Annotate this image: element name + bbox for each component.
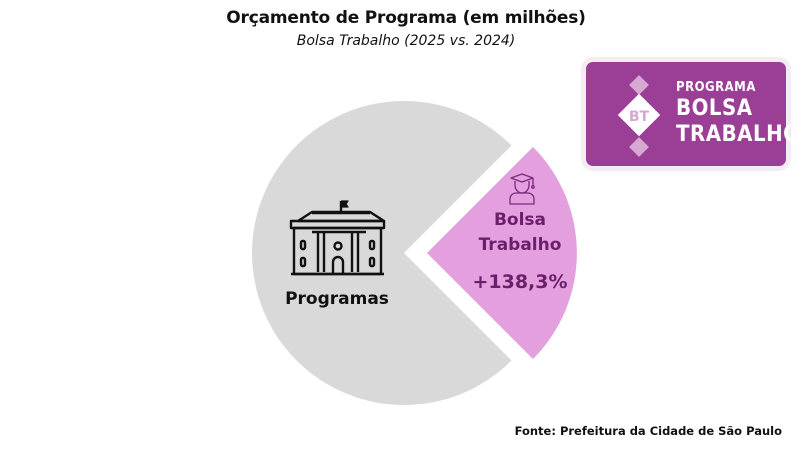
pie-slice-bolsa-trabalho <box>427 147 577 359</box>
logo-line-bolsa: BOLSA <box>676 96 753 121</box>
chart-subtitle: Bolsa Trabalho (2025 vs. 2024) <box>296 33 516 49</box>
bt-diamond-icon: BT <box>617 75 661 157</box>
graduate-student-icon <box>509 173 535 205</box>
slice-label-bolsa-line1: Bolsa <box>493 210 547 230</box>
slice-label-bolsa-line2: Trabalho <box>478 235 562 255</box>
logo-line-programa: PROGRAMA <box>676 80 756 95</box>
program-logo: BT PROGRAMA BOLSA TRABALHO <box>586 62 800 166</box>
logo-badge: BT <box>629 109 650 125</box>
slice-label-programas: Programas <box>285 289 389 309</box>
source-note: Fonte: Prefeitura da Cidade de São Paulo <box>514 424 782 438</box>
logo-line-trabalho: TRABALHO <box>676 122 801 147</box>
government-building-icon <box>289 200 386 276</box>
slice-label-bolsa-trabalho: Bolsa Trabalho <box>470 208 570 258</box>
slice-value-bolsa-trabalho: +138,3% <box>472 271 568 293</box>
chart-title: Orçamento de Programa (em milhões) <box>226 8 586 28</box>
